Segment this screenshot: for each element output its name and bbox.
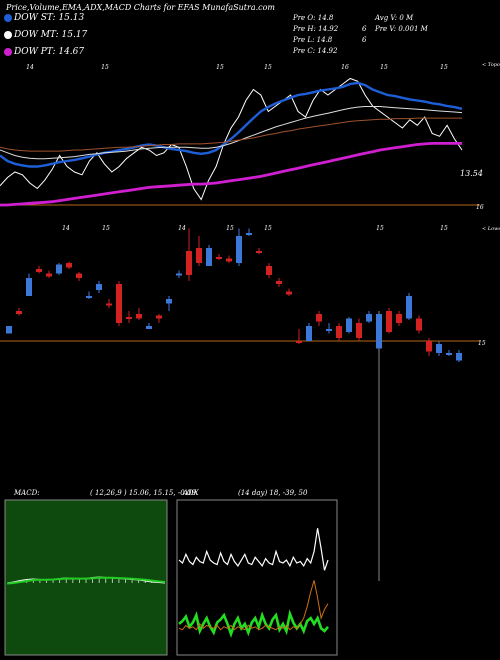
candle-body (76, 273, 82, 278)
ema-last-label: 13.54 (460, 169, 483, 178)
candle-body (456, 353, 462, 361)
price-tick-label: 15 (226, 225, 234, 232)
ema-slow-line (0, 117, 462, 152)
adx-frame (176, 499, 338, 656)
dow-pt-marker (4, 48, 12, 56)
candle-body (46, 273, 52, 277)
price-tick-label: 15 (440, 225, 448, 232)
candle-body (396, 314, 402, 323)
candle-body (206, 248, 212, 266)
candle-body (356, 323, 362, 338)
macd-signal-line (6, 576, 166, 585)
candle-body (66, 263, 72, 268)
ema-fast-line (0, 81, 463, 168)
candle-body (26, 278, 32, 296)
candle-body (346, 318, 352, 332)
candle-body (336, 326, 342, 338)
candle-body (316, 314, 322, 322)
candle-body (16, 311, 22, 314)
candle-body (306, 326, 312, 341)
ema-tick-label: 16 (341, 64, 349, 71)
candle-body (156, 315, 162, 319)
candle-body (376, 314, 382, 349)
page-title: Price,Volume,EMA,ADX,MACD Charts for EFA… (6, 3, 276, 12)
candle-body (246, 233, 252, 235)
adx-params: (14 day) 18, -39, 50 (238, 489, 308, 497)
candle-body (426, 341, 432, 352)
pre-close: Pre C: 14.92 (293, 47, 338, 55)
pre-high: Pre H: 14.92 (293, 25, 339, 33)
macd-frame (4, 499, 168, 656)
candle-body (406, 296, 412, 319)
candle-body (116, 284, 122, 323)
ema-tick-label: 15 (216, 64, 224, 71)
ema-mid-line (0, 106, 463, 160)
candle-body (6, 326, 12, 334)
candle-body (436, 344, 442, 353)
ema-tick-label: 15 (380, 64, 388, 71)
num-6b: 6 (362, 36, 367, 44)
candle-body (146, 326, 152, 329)
ema-right-label: < Topo (482, 62, 500, 68)
candle-body (186, 251, 192, 275)
ema-tick-label: 14 (26, 64, 34, 71)
dow-st-marker (4, 14, 12, 22)
macd-params: ( 12,26,9 ) 15.06, 15.15, -0.09 (90, 489, 196, 497)
ema-long-line (0, 141, 462, 207)
ema-tick-label: 15 (264, 64, 272, 71)
adx-label: ADX (183, 489, 199, 497)
candle-body (276, 281, 282, 284)
candle-body (96, 284, 102, 290)
pre-low: Pre L: 14.8 (293, 36, 333, 44)
candle-body (366, 314, 372, 322)
candle-body (296, 341, 302, 343)
dow-mt-marker (4, 31, 12, 39)
price-right-label: < Lower (482, 226, 500, 232)
ema-tick-label: 15 (440, 64, 448, 71)
pre-open: Pre O: 14.8 (293, 14, 334, 22)
pre-volume: Pre V: 0.001 M (375, 25, 428, 33)
candle-body (226, 258, 232, 262)
price-line (0, 77, 463, 201)
candle-body (286, 291, 292, 295)
price-tick-label: 14 (178, 225, 186, 232)
candle-body (196, 248, 202, 263)
candle-body (86, 296, 92, 298)
price-tick-label: 14 (62, 225, 70, 232)
candle-body (126, 317, 132, 319)
candle-body (446, 353, 452, 355)
candle-body (236, 236, 242, 263)
macd-label: MACD: (14, 489, 40, 497)
dow-pt-label: DOW PT: 14.67 (14, 47, 85, 57)
num-6a: 6 (362, 25, 367, 33)
avg-volume: Avg V: 0 M (375, 14, 414, 22)
candle-body (416, 318, 422, 331)
price-tick-label: 15 (376, 225, 384, 232)
candle-body (326, 329, 332, 331)
dow-mt-label: DOW MT: 15.17 (14, 30, 88, 40)
price-tick-label: 15 (102, 225, 110, 232)
candle-body (36, 269, 42, 272)
adx-white-line (178, 528, 329, 571)
candle-body (56, 264, 62, 274)
candle-body (136, 314, 142, 319)
adx-green-line (178, 609, 330, 639)
adx-orange-line (178, 580, 329, 631)
dow-st-label: DOW ST: 15.13 (14, 13, 85, 23)
ema-tick-label: 15 (101, 64, 109, 71)
candle-body (176, 273, 182, 276)
candle-body (166, 299, 172, 304)
candle-body (106, 303, 112, 306)
candle-body (216, 257, 222, 259)
candle-body (266, 266, 272, 275)
candle-body (386, 311, 392, 332)
price-ref-label: 15 (478, 340, 486, 347)
candle-body (256, 251, 262, 253)
price-tick-label: 15 (264, 225, 272, 232)
ema-ref-label: 16 (476, 204, 484, 211)
